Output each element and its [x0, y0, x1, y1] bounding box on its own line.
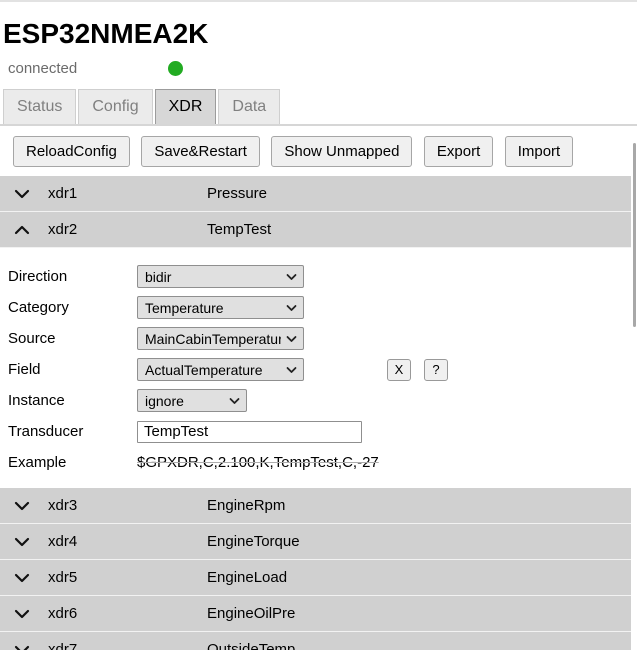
- show-unmapped-button[interactable]: Show Unmapped: [271, 136, 413, 167]
- xdr-row-id: xdr7: [48, 641, 78, 650]
- category-select[interactable]: Temperature: [137, 296, 304, 319]
- xdr-row-id: xdr4: [48, 533, 78, 550]
- example-row: Example $GPXDR,C,2.100,K,TempTest,C,-27: [8, 447, 631, 478]
- xdr-row-xdr2[interactable]: xdr2 TempTest: [0, 212, 631, 248]
- page-title: ESP32NMEA2K: [3, 18, 209, 49]
- category-row: Category Temperature: [8, 292, 631, 323]
- xdr-row-value: EngineLoad: [207, 569, 288, 586]
- connection-status-text: connected: [8, 60, 78, 77]
- xdr-row-xdr5[interactable]: xdr5 EngineLoad: [0, 560, 631, 596]
- tab-data-label: Data: [232, 98, 267, 115]
- field-row: Field ActualTemperature X ?: [8, 354, 631, 385]
- xdr-row-value: TempTest: [207, 221, 272, 238]
- connected-indicator-dot: [168, 61, 183, 76]
- source-select[interactable]: MainCabinTemperature: [137, 327, 304, 350]
- field-select-wrap: ActualTemperature: [137, 358, 304, 381]
- chevron-down-icon[interactable]: [0, 645, 48, 650]
- tab-xdr-label: XDR: [168, 98, 203, 115]
- direction-select-wrap: bidir: [137, 265, 304, 288]
- xdr2-edit-form: Direction bidir Category Temperature: [0, 248, 631, 488]
- xdr-row-value: EngineTorque: [207, 533, 300, 550]
- chevron-up-icon[interactable]: [0, 225, 48, 235]
- source-row: Source MainCabinTemperature: [8, 323, 631, 354]
- xdr-row-id: xdr6: [48, 605, 78, 622]
- tab-data[interactable]: Data: [218, 89, 281, 124]
- chevron-down-icon[interactable]: [0, 501, 48, 511]
- direction-label: Direction: [8, 268, 68, 285]
- category-select-wrap: Temperature: [137, 296, 304, 319]
- chevron-down-icon[interactable]: [0, 573, 48, 583]
- tab-status[interactable]: Status: [3, 89, 77, 124]
- instance-row: Instance ignore: [8, 385, 631, 416]
- chevron-down-icon[interactable]: [0, 609, 48, 619]
- xdr-list: xdr1 Pressure xdr2 TempTest Direction bi…: [0, 176, 631, 650]
- source-select-wrap: MainCabinTemperature: [137, 327, 304, 350]
- vertical-scrollbar-thumb[interactable]: [633, 143, 636, 327]
- save-restart-button[interactable]: Save&Restart: [141, 136, 260, 167]
- chevron-down-icon[interactable]: [0, 537, 48, 547]
- instance-select-wrap: ignore: [137, 389, 247, 412]
- xdr-row-value: EngineOilPre: [207, 605, 296, 622]
- field-label: Field: [8, 361, 41, 378]
- field-select[interactable]: ActualTemperature: [137, 358, 304, 381]
- tab-config[interactable]: Config: [78, 89, 153, 124]
- tab-status-label: Status: [17, 98, 63, 115]
- field-controls: ActualTemperature X ?: [137, 358, 631, 381]
- transducer-input[interactable]: [137, 420, 362, 443]
- xdr-row-value: EngineRpm: [207, 497, 286, 514]
- example-value: $GPXDR,C,2.100,K,TempTest,C,-27: [137, 454, 379, 471]
- import-button[interactable]: Import: [504, 136, 574, 167]
- xdr-row-value: OutsideTemp: [207, 641, 296, 650]
- xdr-row-xdr4[interactable]: xdr4 EngineTorque: [0, 524, 631, 560]
- xdr-row-id: xdr3: [48, 497, 78, 514]
- source-label: Source: [8, 330, 56, 347]
- instance-select[interactable]: ignore: [137, 389, 247, 412]
- category-label: Category: [8, 299, 69, 316]
- instance-label: Instance: [8, 392, 65, 409]
- transducer-row: Transducer: [8, 416, 631, 447]
- xdr-row-xdr3[interactable]: xdr3 EngineRpm: [0, 488, 631, 524]
- field-clear-button[interactable]: X: [387, 358, 411, 381]
- direction-select[interactable]: bidir: [137, 265, 304, 288]
- xdr-row-value: Pressure: [207, 185, 268, 202]
- xdr-row-id: xdr2: [48, 221, 78, 238]
- xdr-row-xdr6[interactable]: xdr6 EngineOilPre: [0, 596, 631, 632]
- xdr-row-xdr1[interactable]: xdr1 Pressure: [0, 176, 631, 212]
- tab-config-label: Config: [92, 98, 139, 115]
- tab-bar: Status Config XDR Data: [0, 89, 637, 126]
- xdr-row-id: xdr1: [48, 185, 78, 202]
- xdr-row-xdr7[interactable]: xdr7 OutsideTemp: [0, 632, 631, 650]
- direction-row: Direction bidir: [8, 261, 631, 292]
- top-border: [0, 0, 637, 2]
- export-button[interactable]: Export: [423, 136, 494, 167]
- chevron-down-icon[interactable]: [0, 189, 48, 199]
- reload-config-button[interactable]: ReloadConfig: [13, 136, 130, 167]
- xdr-row-id: xdr5: [48, 569, 78, 586]
- toolbar: ReloadConfig Save&Restart Show Unmapped …: [0, 126, 637, 176]
- transducer-label: Transducer: [8, 423, 84, 440]
- example-label: Example: [8, 454, 67, 471]
- connection-status-row: connected: [0, 58, 637, 80]
- field-help-button[interactable]: ?: [424, 358, 448, 381]
- tab-xdr[interactable]: XDR: [154, 89, 217, 124]
